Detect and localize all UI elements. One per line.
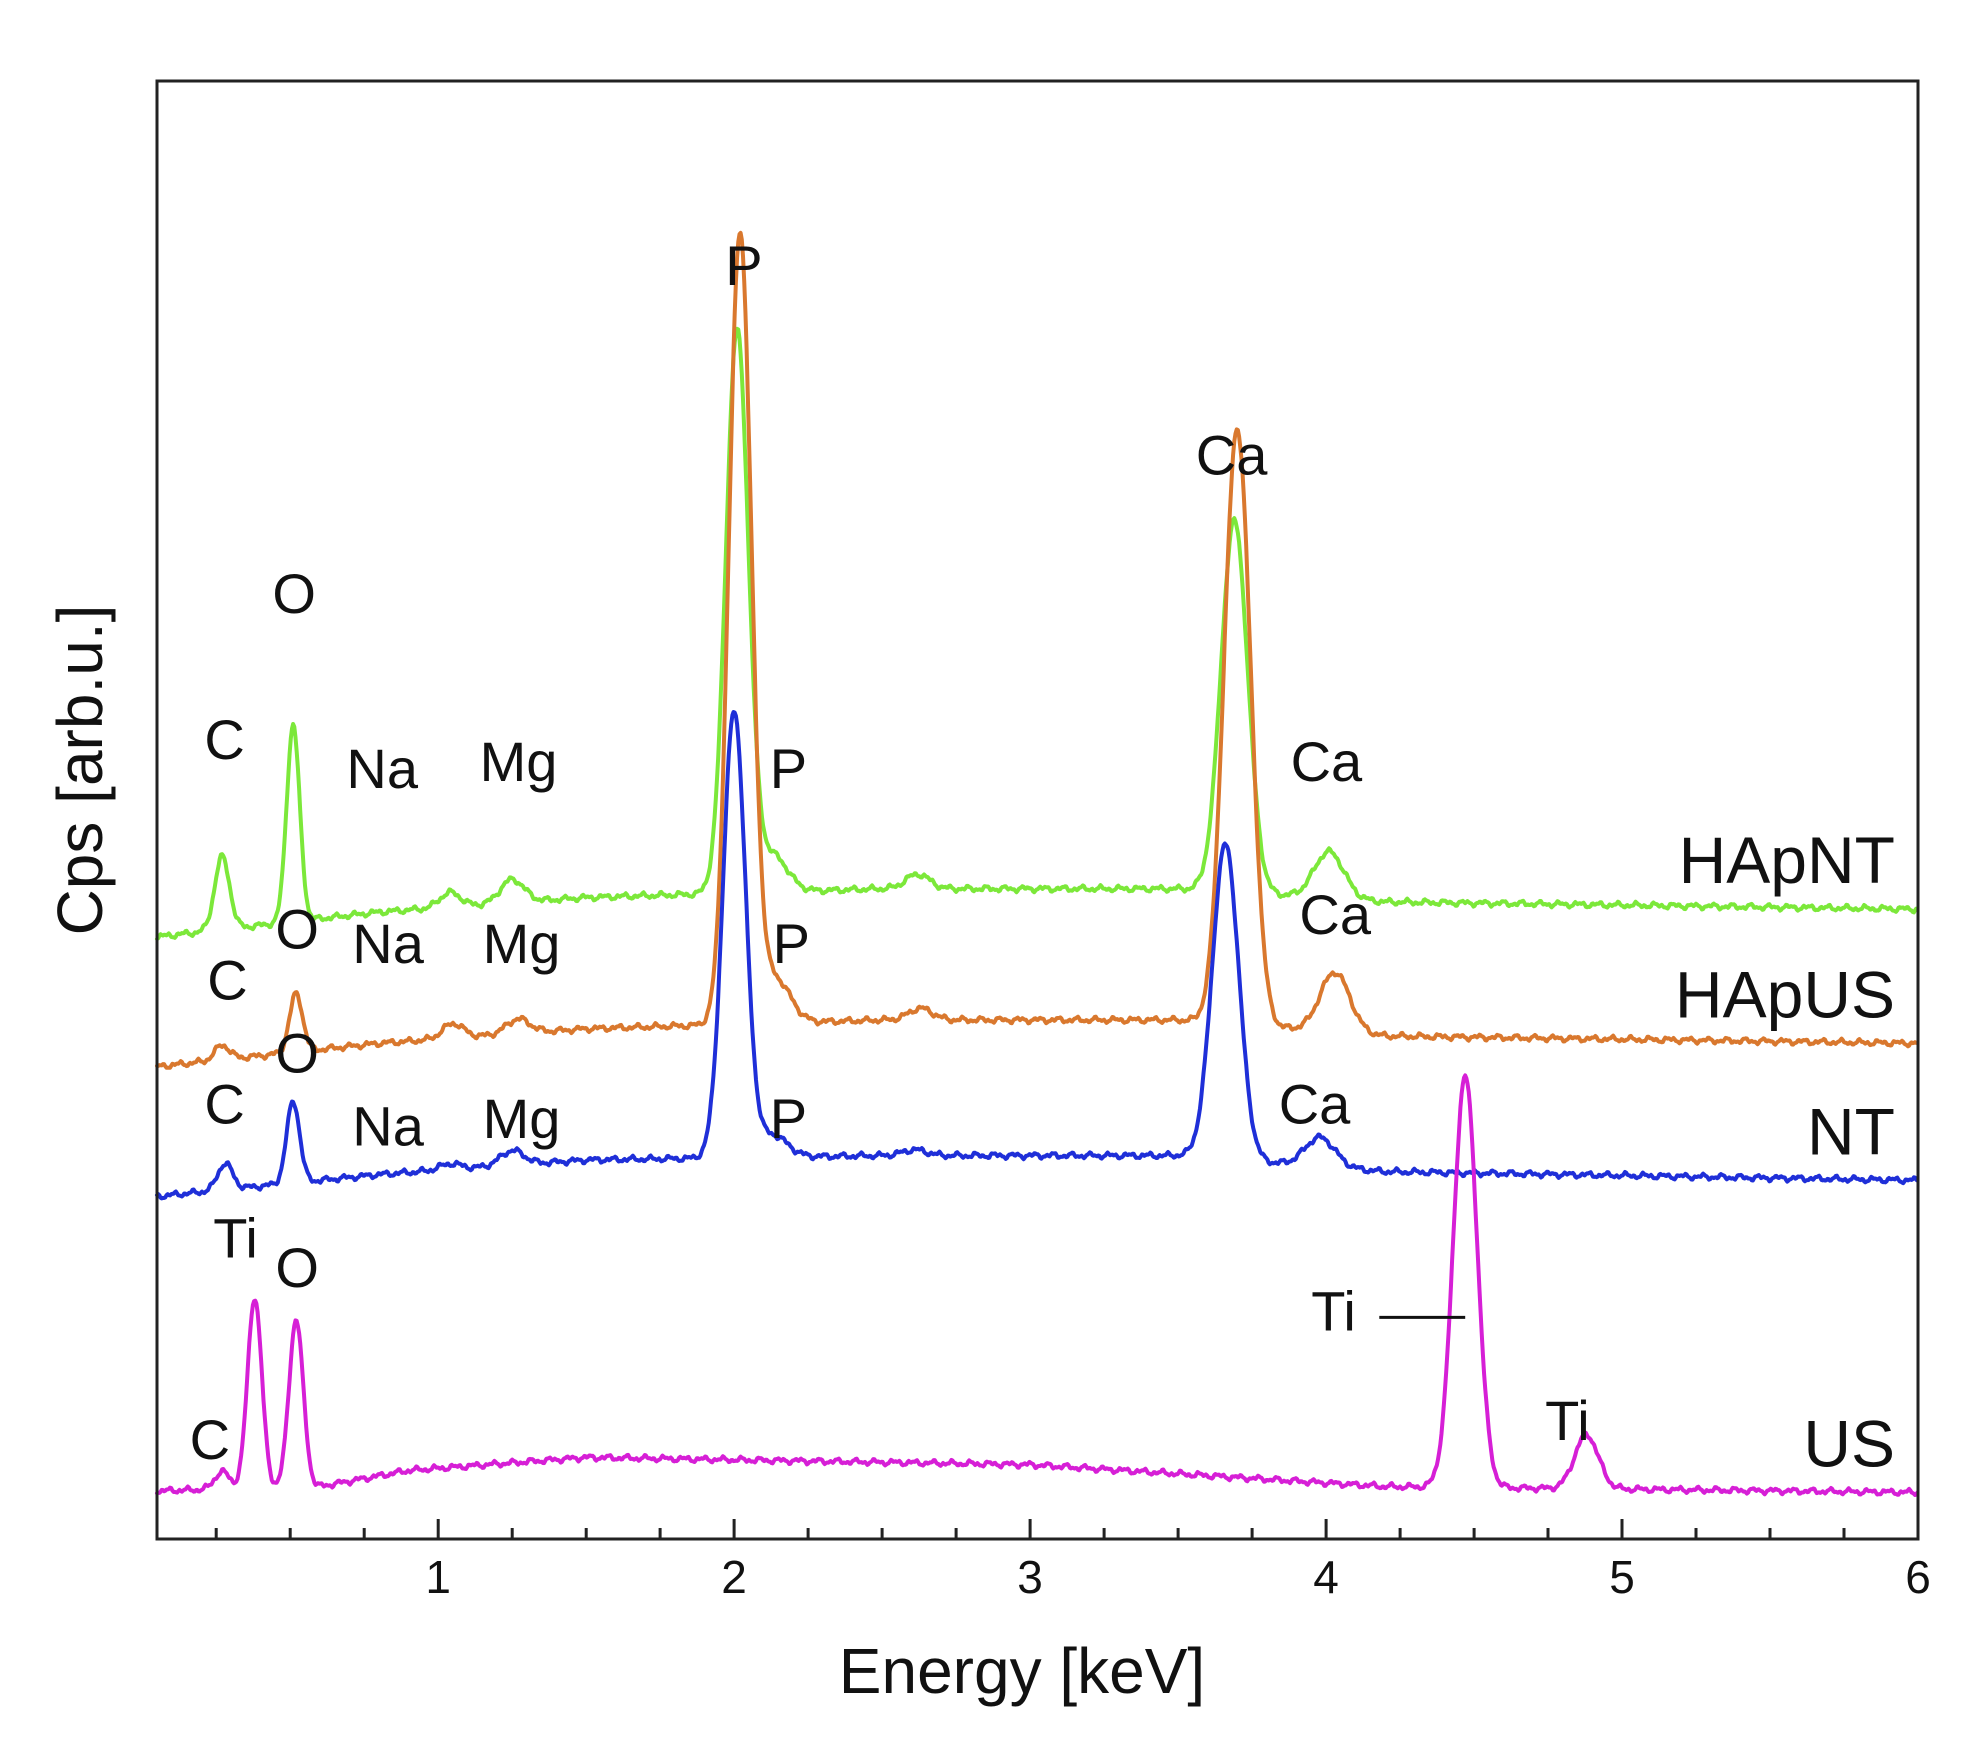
spectrum-line-us [155, 1073, 1920, 1497]
peak-label-hapnt-p-5: P [770, 737, 807, 800]
peak-label-nt-c-0: C [204, 1073, 244, 1136]
x-tick-label-4: 4 [1313, 1551, 1339, 1603]
spectra-group [155, 230, 1920, 1497]
series-name-hapus: HApUS [1675, 957, 1895, 1031]
peak-label-hapnt-o-1: O [272, 562, 316, 625]
x-tick-label-5: 5 [1609, 1551, 1635, 1603]
x-tick-label-1: 1 [425, 1551, 451, 1603]
peak-label-hapus-p-4: P [773, 912, 810, 975]
peak-label-hapnt-na-2: Na [346, 737, 418, 800]
peak-label-hapus-ca-5: Ca [1299, 883, 1371, 946]
spectrum-line-nt [155, 710, 1920, 1201]
spectrum-line-hapus [155, 230, 1920, 1070]
peak-label-nt-p-4: P [770, 1087, 807, 1150]
spectrum-line-hapnt [155, 326, 1920, 941]
x-axis-ticks: 1 2 3 4 5 6 [214, 1519, 1931, 1603]
peak-label-us-ti-1: Ti [213, 1207, 258, 1270]
peak-label-hapus-o-1: O [275, 898, 319, 961]
peak-label-us-ti-3: Ti [1311, 1280, 1356, 1343]
peak-label-hapus-mg-3: Mg [483, 912, 561, 975]
peak-label-hapnt-c-0: C [204, 708, 244, 771]
peak-label-hapnt-ca-6: Ca [1196, 424, 1268, 487]
series-name-us: US [1803, 1406, 1895, 1480]
x-axis-title: Energy [keV] [839, 1635, 1205, 1707]
peak-label-nt-ca-5: Ca [1279, 1073, 1351, 1136]
series-name-nt: NT [1807, 1094, 1895, 1168]
x-tick-label-6: 6 [1905, 1551, 1931, 1603]
peak-label-hapnt-mg-3: Mg [480, 730, 558, 793]
peak-label-hapnt-ca-7: Ca [1291, 730, 1363, 793]
peak-label-us-ti-4: Ti [1545, 1389, 1590, 1452]
peak-label-hapus-c-0: C [207, 949, 247, 1012]
peak-label-hapus-na-2: Na [352, 912, 424, 975]
series-name-hapnt: HApNT [1679, 823, 1895, 897]
peak-label-nt-mg-3: Mg [483, 1087, 561, 1150]
x-tick-label-3: 3 [1017, 1551, 1043, 1603]
x-tick-label-2: 2 [721, 1551, 747, 1603]
peak-label-hapnt-p-4: P [725, 234, 762, 297]
peak-label-us-c-0: C [190, 1408, 230, 1471]
peak-label-nt-na-2: Na [352, 1094, 424, 1157]
peak-label-us-o-2: O [275, 1236, 319, 1299]
plot-frame [155, 79, 1920, 1541]
peak-label-nt-o-1: O [275, 1021, 319, 1084]
y-axis-title: Cps [arb.u.] [44, 605, 116, 936]
